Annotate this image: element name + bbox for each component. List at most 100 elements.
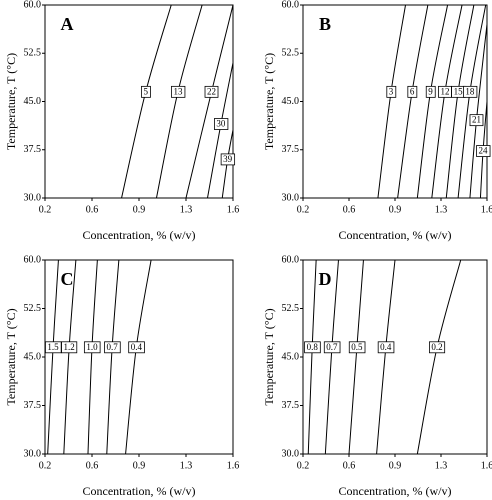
x-tick-label: 1.3 (435, 204, 448, 215)
contour-label: 9 (425, 85, 436, 98)
x-tick-label: 0.2 (39, 204, 52, 215)
label-box (463, 85, 478, 98)
x-tick-label: 0.2 (297, 204, 310, 215)
contour-value: 1.0 (86, 342, 98, 352)
contour-value: 3 (389, 86, 394, 96)
y-tick-label: 52.5 (282, 303, 300, 314)
label-box (323, 341, 341, 354)
contour-value: 0.2 (431, 342, 442, 352)
contour-line (155, 4, 203, 199)
contour-label: 0.5 (348, 341, 366, 354)
contour-label: 30 (214, 118, 229, 130)
contour-value: 13 (173, 86, 183, 96)
contour-label: 24 (476, 145, 491, 157)
contour-line (47, 259, 59, 455)
y-tick-label: 37.5 (282, 400, 300, 411)
contour-label: 0.2 (429, 341, 446, 354)
contour-label: 12 (438, 85, 452, 98)
label-box (83, 341, 101, 354)
y-tick-label: 45.0 (24, 351, 42, 362)
x-tick-label: 0.6 (343, 204, 356, 215)
y-tick-label: 30.0 (24, 448, 42, 459)
label-box (425, 85, 436, 98)
contour-value: 9 (428, 86, 433, 96)
y-tick-label: 60.0 (282, 0, 300, 10)
y-tick-label: 52.5 (24, 48, 42, 59)
y-tick-label: 60.0 (282, 254, 300, 265)
panel-label: B (319, 14, 331, 34)
contour-line (125, 259, 152, 455)
panel-label: D (319, 269, 332, 289)
contour-value: 0.7 (326, 342, 338, 352)
x-axis-title: Concentration, % (w/v) (83, 228, 196, 242)
contour-value: 24 (479, 146, 489, 156)
contour-line (348, 259, 364, 455)
x-tick-label: 0.9 (389, 460, 402, 471)
y-tick-label: 30.0 (24, 192, 42, 203)
y-tick-label: 60.0 (24, 0, 42, 10)
y-tick-label: 45.0 (282, 96, 300, 107)
y-tick-label: 45.0 (282, 351, 300, 362)
label-box (104, 341, 121, 354)
contour-value: 12 (440, 86, 449, 96)
x-tick-label: 0.2 (39, 460, 52, 471)
contour-line (445, 4, 475, 199)
contour-label: 1.0 (83, 341, 101, 354)
contour-label: 1.2 (61, 341, 78, 354)
y-tick-label: 30.0 (282, 192, 300, 203)
contour-value: 5 (143, 86, 148, 96)
label-box (377, 341, 395, 354)
contour-line (87, 259, 98, 455)
contour-line (307, 259, 317, 455)
label-box (407, 85, 418, 98)
contour-line (469, 24, 488, 199)
contour-value: 30 (216, 119, 226, 129)
x-axis-title: Concentration, % (w/v) (83, 484, 196, 498)
contour-value: 1.5 (47, 342, 59, 352)
panel-label: C (61, 269, 74, 289)
label-box (128, 341, 145, 354)
label-box (348, 341, 366, 354)
y-tick-label: 37.5 (24, 144, 42, 155)
contour-value: 21 (472, 115, 481, 125)
y-axis-title: Temperature, T (°C) (4, 53, 18, 150)
x-tick-label: 1.6 (481, 460, 492, 471)
contour-label: 22 (204, 85, 219, 98)
y-tick-label: 52.5 (282, 48, 300, 59)
x-tick-label: 0.6 (86, 204, 99, 215)
contour-line (106, 259, 120, 455)
x-axis-title: Concentration, % (w/v) (339, 484, 452, 498)
x-tick-label: 0.6 (343, 460, 356, 471)
contour-label: 6 (407, 85, 418, 98)
contour-value: 0.8 (307, 342, 319, 352)
y-tick-label: 30.0 (282, 448, 300, 459)
contour-value: 6 (410, 86, 415, 96)
label-box (386, 85, 397, 98)
contour-label: 0.7 (323, 341, 341, 354)
contour-value: 0.4 (380, 342, 392, 352)
contour-value: 0.7 (107, 342, 119, 352)
y-tick-label: 60.0 (24, 254, 42, 265)
x-axis-title: Concentration, % (w/v) (339, 228, 452, 242)
contour-label: 18 (463, 85, 478, 98)
y-axis-title: Temperature, T (°C) (262, 308, 276, 405)
contour-line (376, 259, 396, 455)
contour-label: 3 (386, 85, 397, 98)
y-axis-title: Temperature, T (°C) (4, 308, 18, 405)
contour-label: 39 (220, 153, 236, 166)
contour-line (431, 4, 463, 199)
contour-label: 1.5 (45, 341, 62, 354)
y-tick-label: 37.5 (24, 400, 42, 411)
contour-label: 0.8 (304, 341, 321, 354)
label-box (214, 118, 229, 130)
contour-line (206, 62, 234, 199)
x-tick-label: 0.6 (86, 460, 99, 471)
contour-label: 13 (171, 85, 186, 98)
contour-value: 22 (207, 86, 216, 96)
contour-value: 1.2 (64, 342, 75, 352)
label-box (171, 85, 186, 98)
y-tick-label: 37.5 (282, 144, 300, 155)
panel-label: A (61, 14, 74, 34)
label-box (220, 153, 236, 166)
